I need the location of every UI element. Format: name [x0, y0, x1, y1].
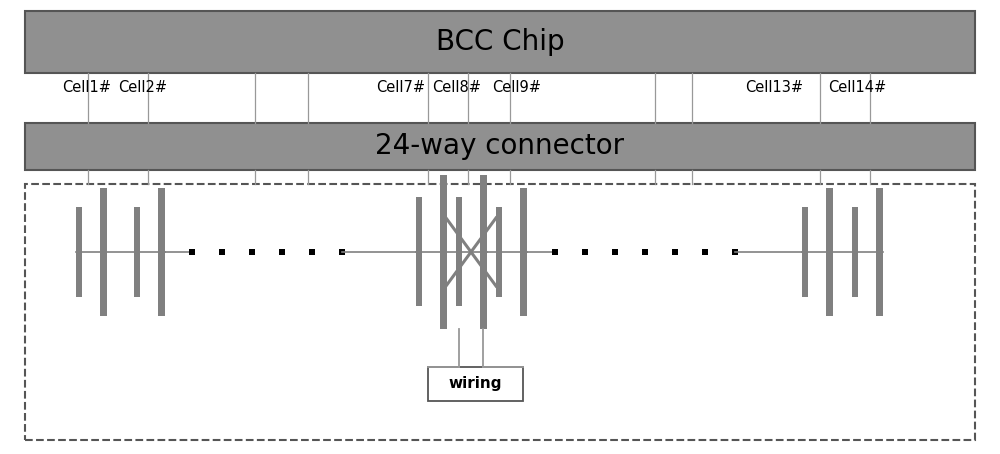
Text: Cell8#: Cell8# [432, 79, 481, 95]
Bar [876, 188, 883, 316]
Bar [428, 367, 522, 400]
Text: Cell1#: Cell1# [62, 79, 111, 95]
Bar [76, 207, 82, 297]
Bar [520, 188, 526, 316]
Bar [416, 197, 422, 306]
Bar [158, 188, 164, 316]
Text: BCC Chip: BCC Chip [436, 28, 564, 56]
Bar [25, 11, 975, 73]
Text: wiring: wiring [448, 376, 502, 391]
Bar [440, 175, 446, 329]
Bar [826, 188, 832, 316]
Text: Cell13#: Cell13# [745, 79, 803, 95]
Bar [496, 207, 502, 297]
Bar [25, 184, 975, 440]
Bar [134, 207, 140, 297]
Text: 24-way connector: 24-way connector [375, 133, 625, 160]
Bar [25, 123, 975, 170]
Bar [100, 188, 106, 316]
Text: Cell2#: Cell2# [118, 79, 167, 95]
Bar [456, 197, 462, 306]
Bar [802, 207, 808, 297]
Text: Cell14#: Cell14# [828, 79, 886, 95]
Text: Cell7#: Cell7# [376, 79, 425, 95]
Text: Cell9#: Cell9# [492, 79, 541, 95]
Bar [852, 207, 858, 297]
Bar [480, 175, 486, 329]
